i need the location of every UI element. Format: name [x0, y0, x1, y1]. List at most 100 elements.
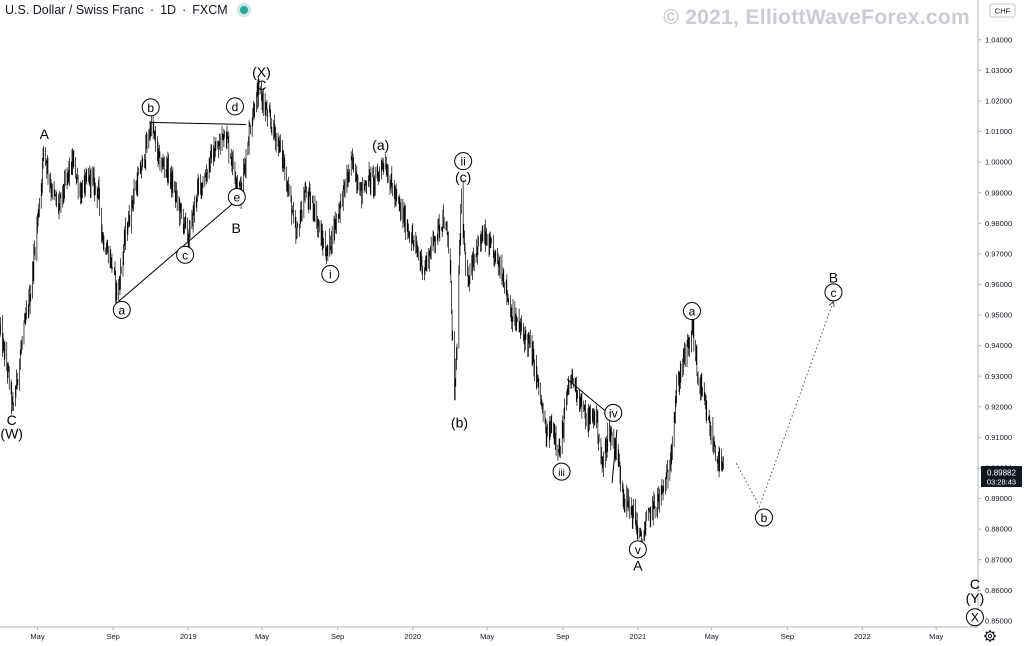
wave-label-text: v — [635, 543, 641, 557]
last-price-value: 0.89882 — [987, 469, 1016, 478]
wave-label[interactable]: A — [633, 558, 643, 574]
wave-label[interactable]: (b) — [451, 415, 468, 431]
time-tick-label: 2020 — [404, 632, 421, 641]
price-tick-label: 0.97000 — [985, 249, 1012, 258]
wave-label-text: e — [233, 190, 240, 204]
wave-label-text: i — [329, 268, 332, 282]
price-tick-label: 0.94000 — [985, 341, 1012, 350]
market-open-indicator-icon — [239, 6, 248, 14]
wave-label[interactable]: a — [112, 300, 131, 319]
wave-label-text: (Y) — [966, 590, 985, 606]
wave-label-circle — [824, 283, 843, 302]
price-badges: CHF 0.89882 03:28:43 — [981, 3, 1022, 487]
wave-label[interactable]: C — [256, 77, 266, 93]
wave-label-circle — [454, 152, 473, 171]
time-tick-label: May — [30, 632, 44, 641]
wave-label[interactable]: e — [227, 187, 246, 206]
price-tick-label: 1.03000 — [985, 66, 1012, 75]
time-tick-label: 2019 — [180, 632, 197, 641]
time-tick-label: Sep — [781, 632, 794, 641]
price-tick-label: 1.02000 — [985, 97, 1012, 106]
wave-label[interactable]: ii — [454, 152, 473, 171]
price-tick-label: 0.87000 — [985, 555, 1012, 564]
wave-label[interactable]: C — [7, 412, 17, 428]
wave-label[interactable]: A — [40, 126, 50, 142]
interval[interactable]: 1D — [160, 3, 177, 17]
price-tick-label: 0.88000 — [985, 525, 1012, 534]
ohlc-bars — [0, 76, 724, 545]
wave-label[interactable]: d — [225, 97, 244, 116]
projection-line[interactable] — [735, 301, 834, 508]
wave-label-text: X — [971, 611, 979, 625]
wave-label-circle — [628, 540, 647, 559]
last-price-badge — [981, 466, 1022, 487]
wave-label[interactable]: c — [824, 283, 843, 302]
wave-label[interactable]: iv — [604, 403, 623, 422]
wave-label[interactable]: (X) — [252, 64, 271, 80]
wave-label-text: (a) — [372, 137, 389, 153]
time-axis[interactable]: May Sep 2019 May Sep 2020 May Sep 2021 May Sep 2022… — [0, 626, 978, 641]
wave-label-circle — [321, 265, 340, 284]
wave-label[interactable]: B — [829, 269, 838, 285]
wave-label-text: b — [761, 511, 768, 525]
wave-label-circle — [176, 245, 195, 264]
wave-label[interactable]: (c) — [455, 169, 471, 185]
wave-label-text: iii — [558, 468, 565, 479]
trendline[interactable] — [611, 429, 618, 484]
time-tick-label: Sep — [331, 632, 344, 641]
chart-header[interactable]: U.S. Dollar / Swiss Franc · 1D · FXCM — [5, 3, 248, 17]
wave-label-circle — [112, 300, 131, 319]
wave-label-text: c — [182, 248, 188, 262]
wave-label[interactable]: (W) — [0, 426, 23, 442]
trendlines — [118, 121, 618, 484]
symbol-name[interactable]: U.S. Dollar / Swiss Franc — [5, 3, 144, 17]
wave-label[interactable]: b — [754, 508, 773, 527]
wave-label[interactable]: X — [965, 608, 984, 627]
settings-gear-icon[interactable] — [984, 630, 996, 642]
price-tick-label: 0.85000 — [985, 616, 1012, 625]
wave-label-text: C — [256, 77, 266, 93]
wave-label-text: B — [829, 269, 838, 285]
wave-label-circle — [227, 187, 246, 206]
wave-label[interactable]: b — [141, 98, 160, 117]
wave-label[interactable]: iii — [552, 462, 571, 481]
price-tick-label: 0.86000 — [985, 586, 1012, 595]
wave-label-circle — [682, 302, 701, 321]
wave-label-text: a — [689, 305, 696, 319]
wave-label-text: (W) — [0, 426, 23, 442]
wave-label-text: (c) — [455, 169, 471, 185]
header-separator: · — [149, 3, 155, 17]
price-axis[interactable]: 1.04000 1.03000 1.02000 1.01000 1.00000 0.990… — [977, 0, 1012, 627]
wave-label[interactable]: v — [628, 540, 647, 559]
price-tick-label: 1.01000 — [985, 127, 1012, 136]
price-tick-label: 0.91000 — [985, 433, 1012, 442]
wave-label-text: (b) — [451, 415, 468, 431]
wave-label-circle — [604, 403, 623, 422]
wave-label-text: A — [40, 126, 50, 142]
price-tick-label: 0.96000 — [985, 280, 1012, 289]
price-tick-label: 0.99000 — [985, 188, 1012, 197]
trendline[interactable] — [149, 121, 247, 125]
wave-label-circle — [754, 508, 773, 527]
wave-label-text: A — [633, 558, 643, 574]
price-tick-label: 0.95000 — [985, 311, 1012, 320]
currency-badge[interactable] — [989, 3, 1016, 18]
currency-badge-label: CHF — [995, 7, 1011, 16]
price-tick-label: 1.04000 — [985, 35, 1012, 44]
wave-label[interactable]: (Y) — [966, 590, 985, 606]
time-tick-label: May — [255, 632, 269, 641]
wave-label-text: (X) — [252, 64, 271, 80]
wave-label[interactable]: i — [321, 265, 340, 284]
wave-label[interactable]: (a) — [372, 137, 389, 153]
wave-label[interactable]: a — [682, 302, 701, 321]
exchange: FXCM — [192, 3, 228, 17]
wave-label[interactable]: c — [176, 245, 195, 264]
time-tick-label: May — [480, 632, 494, 641]
price-tick-label: 0.93000 — [985, 372, 1012, 381]
wave-label[interactable]: C — [970, 576, 980, 592]
wave-label[interactable]: B — [232, 220, 241, 236]
wave-label-text: a — [118, 303, 125, 317]
wave-label-text: d — [232, 100, 239, 114]
wave-label-text: c — [830, 286, 836, 300]
